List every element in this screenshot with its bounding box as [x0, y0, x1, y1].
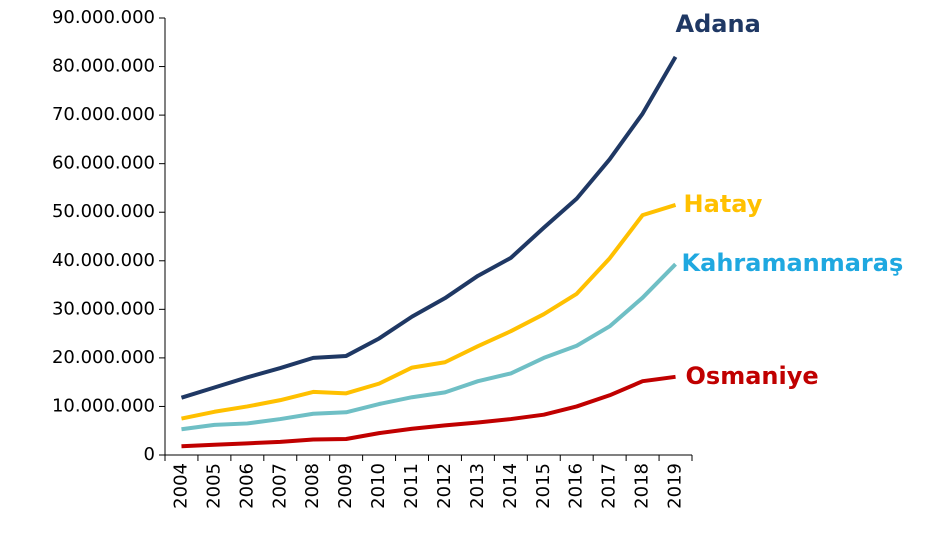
y-tick-label: 50.000.000: [52, 201, 155, 222]
series-line: [181, 262, 677, 432]
x-tick-label: 2019: [665, 463, 686, 509]
y-tick-label: 30.000.000: [52, 298, 155, 319]
x-tick-label: 2005: [203, 463, 224, 509]
x-tick-label: 2007: [269, 463, 290, 509]
x-tick-label: 2017: [599, 463, 620, 509]
x-tick-label: 2006: [236, 463, 257, 509]
x-tick-label: 2004: [170, 463, 191, 509]
x-tick-label: 2018: [632, 463, 653, 509]
series-label: Osmaniye: [686, 362, 819, 390]
x-tick-label: 2013: [467, 463, 488, 509]
y-tick-label: 10.000.000: [52, 395, 155, 416]
series-line: [180, 55, 678, 400]
series-label: Kahramanmaraş: [682, 249, 904, 277]
x-tick-label: 2015: [533, 463, 554, 509]
x-tick-label: 2016: [566, 463, 587, 509]
y-tick-label: 90.000.000: [52, 7, 155, 28]
x-tick-label: 2010: [368, 463, 389, 509]
series-label: Adana: [676, 10, 761, 38]
x-tick-label: 2012: [434, 463, 455, 509]
y-tick-label: 0: [144, 444, 155, 465]
x-tick-label: 2009: [335, 463, 356, 509]
x-tick-label: 2008: [302, 463, 323, 509]
y-tick-label: 60.000.000: [52, 153, 155, 174]
y-tick-label: 70.000.000: [52, 104, 155, 125]
x-tick-label: 2014: [500, 463, 521, 509]
y-tick-label: 20.000.000: [52, 347, 155, 368]
series-line: [181, 374, 676, 449]
series-line: [181, 203, 677, 421]
y-tick-label: 40.000.000: [52, 250, 155, 271]
series-label: Hatay: [684, 190, 763, 218]
y-tick-label: 80.000.000: [52, 56, 155, 77]
x-tick-label: 2011: [401, 463, 422, 509]
